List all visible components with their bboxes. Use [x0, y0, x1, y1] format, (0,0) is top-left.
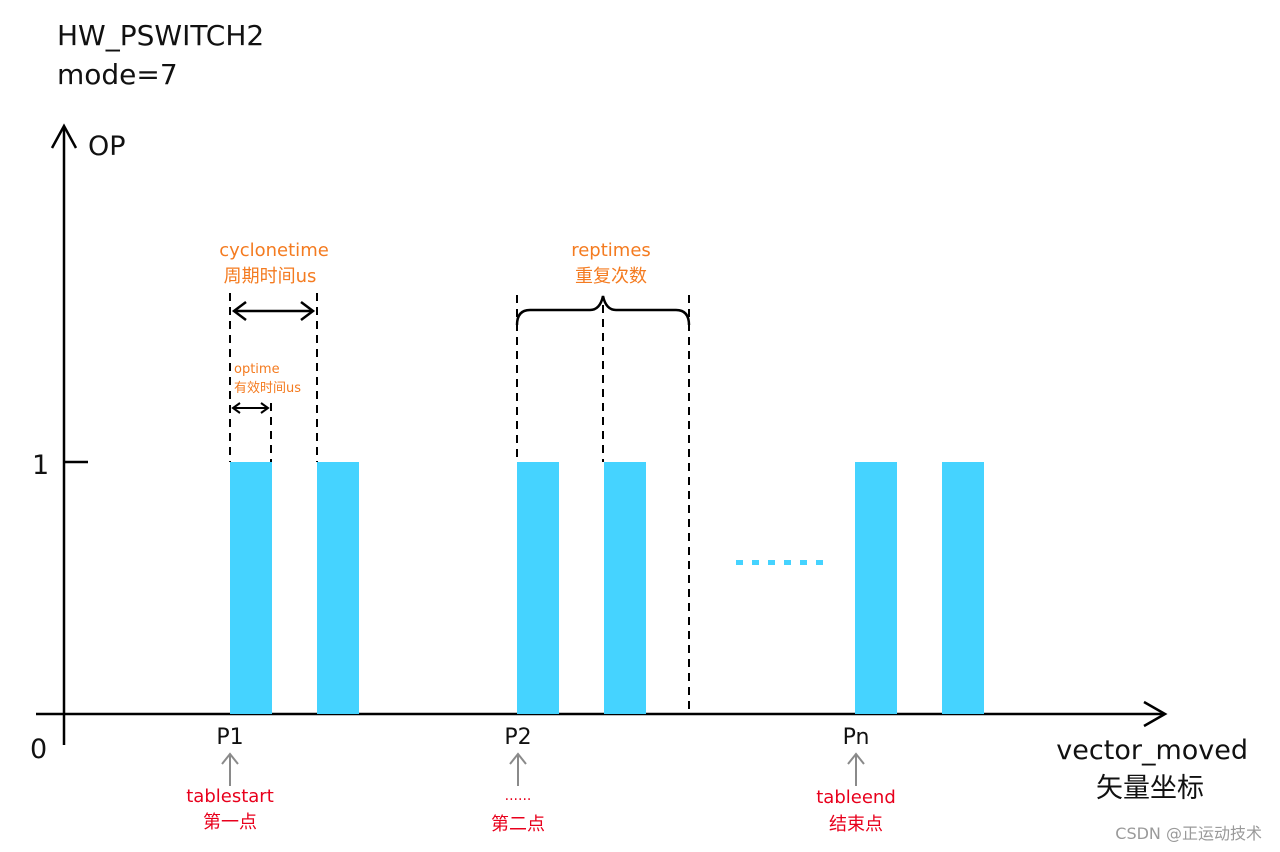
point-label: P1: [216, 725, 243, 750]
y-axis-label: OP: [88, 131, 126, 162]
reptimes-label-cn: 重复次数: [575, 266, 647, 287]
pulse-bar: [517, 462, 559, 714]
pulse-bar: [855, 462, 897, 714]
y-tick-label: 1: [32, 450, 49, 481]
pulse-bar: [604, 462, 646, 714]
x-axis-label-cn: 矢量坐标: [1096, 773, 1204, 804]
cyclonetime-label-cn: 周期时间us: [224, 266, 317, 287]
point-label: P2: [504, 725, 531, 750]
continuation-dots: [736, 560, 823, 565]
x-axis-label: vector_moved: [1056, 735, 1248, 766]
optime-arrow: [231, 402, 270, 414]
watermark: CSDN @正运动技术: [1115, 824, 1262, 843]
guide-lines: [229, 293, 690, 714]
y-axis: [50, 123, 78, 745]
reptimes-label: reptimes: [571, 240, 651, 261]
cyclonetime-label: cyclonetime: [219, 240, 329, 261]
point-tag: tablestart: [186, 786, 274, 807]
pulse-bar: [317, 462, 359, 714]
pulse-bar: [942, 462, 984, 714]
point-tag-cn: 第一点: [203, 812, 257, 833]
up-arrow-icon: [509, 752, 527, 786]
point-tag-cn: 结束点: [829, 814, 883, 835]
pulse-group: [230, 462, 984, 714]
up-arrow-icon: [221, 752, 239, 786]
point-label: Pn: [843, 725, 870, 750]
point-tag-cn: 第二点: [491, 814, 545, 835]
point-pn: Pn tableend 结束点: [816, 725, 896, 835]
point-tag: tableend: [816, 787, 896, 808]
point-p1: P1 tablestart 第一点: [186, 725, 274, 833]
diagram-mode: mode=7: [57, 58, 178, 91]
up-arrow-icon: [847, 752, 865, 786]
point-p2: P2 ...... 第二点: [491, 725, 545, 835]
diagram-title: HW_PSWITCH2: [57, 19, 264, 52]
x-axis: [36, 700, 1168, 728]
optime-label: optime: [234, 362, 280, 377]
optime-label-cn: 有效时间us: [234, 381, 301, 396]
cyclonetime-arrow: [231, 301, 316, 321]
pulse-bar: [230, 462, 272, 714]
point-tag: ......: [505, 788, 532, 804]
origin-label: 0: [30, 734, 47, 765]
reptimes-brace: [515, 295, 691, 326]
